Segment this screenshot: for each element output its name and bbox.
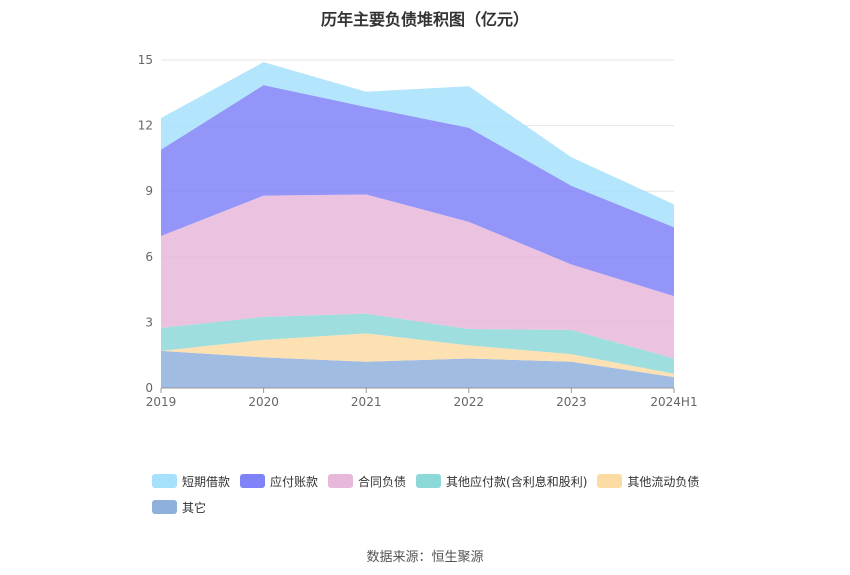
legend-label: 应付账款 <box>270 474 319 489</box>
legend-swatch <box>240 474 266 488</box>
legend-item[interactable]: 其他应付款(含利息和股利) <box>416 472 587 490</box>
legend-item[interactable]: 短期借款 <box>152 472 230 490</box>
legend-item[interactable]: 其它 <box>152 498 206 516</box>
y-tick-label: 12 <box>138 119 153 133</box>
y-axis: 0 3 6 9 12 15 <box>138 53 153 395</box>
legend-label: 其他应付款(含利息和股利) <box>446 474 588 489</box>
legend-swatch <box>152 474 177 488</box>
legend-item[interactable]: 其他流动负债 <box>597 472 699 490</box>
y-tick-label: 0 <box>145 381 153 395</box>
area-layers <box>161 62 674 388</box>
area-series-5 <box>161 350 674 388</box>
legend-item[interactable]: 合同负债 <box>328 472 406 490</box>
area-series-4 <box>161 333 674 378</box>
x-tick-label: 2024H1 <box>650 395 697 409</box>
chart-title: 历年主要负债堆积图（亿元） <box>320 10 529 29</box>
y-tick-label: 9 <box>145 184 153 198</box>
legend-swatch <box>597 474 623 488</box>
data-source: 数据来源：恒生聚源 <box>366 550 484 565</box>
area-series-2 <box>161 194 674 359</box>
x-tick-label: 2019 <box>146 395 177 409</box>
legend-swatch <box>152 500 177 514</box>
legend-label: 短期借款 <box>182 474 231 489</box>
x-tick-label: 2022 <box>454 395 485 409</box>
legend: 短期借款 应付账款 合同负债 其他应付款(含利息和股利) 其他流动负债其它 <box>152 472 712 516</box>
legend-label: 合同负债 <box>358 474 407 489</box>
y-tick-label: 15 <box>138 53 153 67</box>
x-tick-label: 2021 <box>351 395 382 409</box>
y-tick-label: 3 <box>145 315 153 329</box>
area-series-0 <box>161 62 674 228</box>
x-tick-label: 2020 <box>248 395 279 409</box>
legend-label: 其它 <box>182 500 207 515</box>
legend-swatch <box>328 474 354 488</box>
area-series-3 <box>161 313 674 374</box>
legend-swatch <box>416 474 442 488</box>
y-tick-label: 6 <box>145 250 153 264</box>
legend-label: 其他流动负债 <box>627 474 700 489</box>
legend-item[interactable]: 应付账款 <box>240 472 318 490</box>
area-series-1 <box>161 85 674 297</box>
x-tick-label: 2023 <box>556 395 587 409</box>
x-axis: 2019 2020 2021 2022 2023 2024H1 <box>146 387 698 409</box>
